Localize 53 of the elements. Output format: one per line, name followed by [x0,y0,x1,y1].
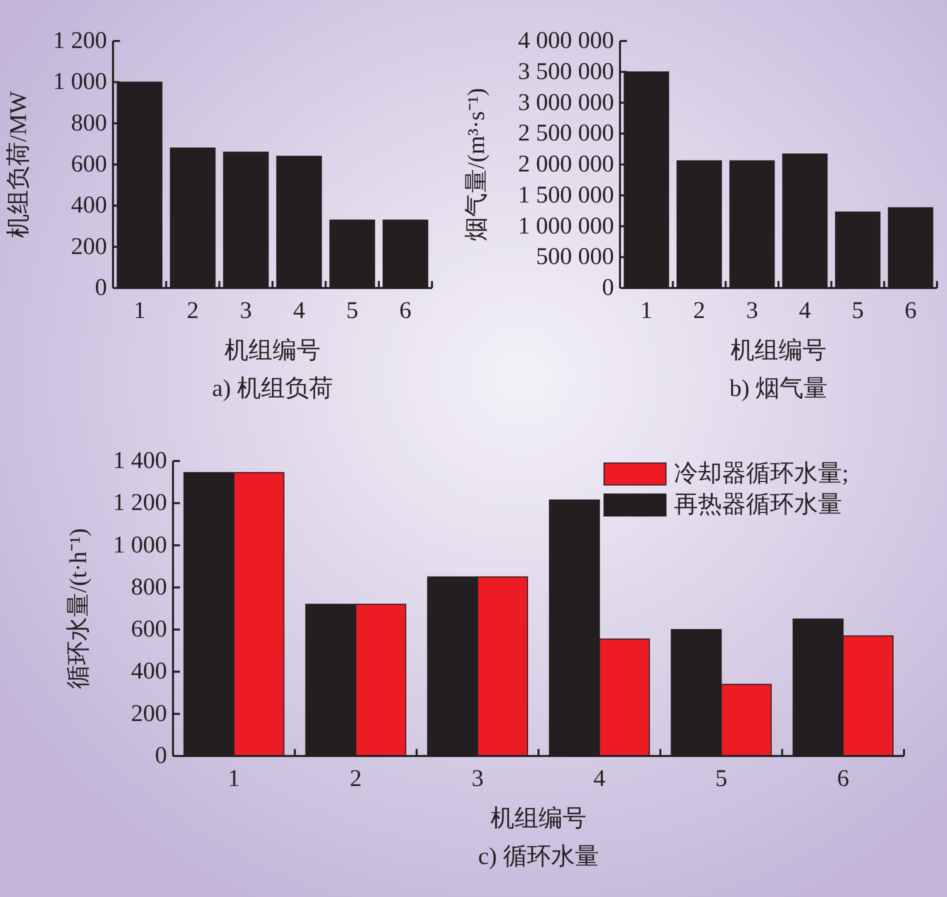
x-tick-label: 4 [798,298,811,324]
y-tick-label: 0 [155,743,167,769]
y-tick-label: 3 500 000 [518,58,614,85]
x-tick-label: 1 [134,298,146,324]
x-tick-label: 5 [346,298,358,324]
x-tick-label: 3 [240,298,252,324]
y-tick-label: 4 000 000 [518,28,614,54]
y-tick-label: 1 000 [53,69,107,96]
x-tick-label: 1 [228,766,240,792]
x-tick-label: 2 [693,298,706,324]
x-tick-label: 4 [593,766,606,792]
y-axis-title: 烟气量/(m³·s⁻¹) [464,88,490,242]
legend-label: 再热器循环水量 [674,492,842,518]
y-tick-label: 600 [131,616,167,643]
x-tick-label: 5 [715,766,728,792]
x-axis-title: 机组编号 [224,337,320,364]
y-tick-label: 1 400 [113,448,167,474]
y-tick-label: 2 000 000 [518,152,614,178]
y-tick-label: 0 [602,275,614,301]
x-tick-label: 4 [293,298,306,324]
y-tick-label: 1 500 000 [518,182,614,208]
y-axis-title: 循环水量/(t·h⁻¹) [66,528,92,689]
y-tick-label: 2 500 000 [518,120,614,147]
x-tick-label: 5 [852,298,864,324]
x-axis-title: 机组编号 [490,805,586,832]
x-tick-label: 3 [472,766,484,792]
y-tick-label: 1 000 [113,532,167,558]
y-axis-title: 机组负荷/MW [6,90,32,238]
y-tick-label: 200 [71,234,107,260]
x-tick-label: 2 [186,298,199,324]
x-tick-label: 6 [904,298,917,324]
y-tick-label: 400 [71,192,107,219]
x-tick-label: 3 [746,298,758,324]
y-tick-label: 500 000 [536,244,614,270]
x-axis-title: 机组编号 [730,337,826,364]
x-tick-label: 1 [640,298,652,324]
y-tick-label: 200 [131,700,167,727]
y-tick-label: 400 [131,658,167,685]
y-tick-label: 1 000 000 [518,213,614,240]
y-tick-label: 3 000 000 [518,90,614,116]
x-tick-label: 6 [399,298,412,324]
y-tick-label: 800 [131,574,167,600]
text: c) 循环水量 [478,844,599,870]
y-tick-label: 1 200 [53,28,107,54]
y-tick-label: 800 [71,110,107,136]
legend-label: 冷却器循环水量; [674,461,849,487]
y-tick-label: 0 [95,275,107,301]
text: a) 机组负荷 [212,376,333,402]
y-tick-label: 1 200 [113,490,167,516]
text: b) 烟气量 [730,376,828,402]
y-tick-label: 600 [71,152,107,178]
x-tick-label: 6 [837,766,850,792]
x-tick-label: 2 [350,766,362,792]
